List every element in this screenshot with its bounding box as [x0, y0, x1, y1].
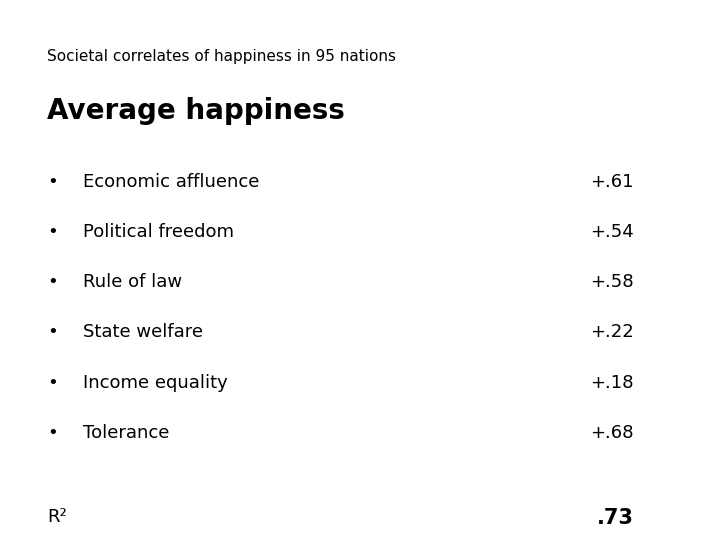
Text: •: •	[47, 273, 58, 291]
Text: Average happiness: Average happiness	[47, 97, 345, 125]
Text: +.58: +.58	[590, 273, 634, 291]
Text: Political freedom: Political freedom	[83, 223, 234, 241]
Text: State welfare: State welfare	[83, 323, 203, 341]
Text: R²: R²	[47, 508, 66, 525]
Text: +.61: +.61	[590, 173, 634, 191]
Text: •: •	[47, 323, 58, 341]
Text: .73: .73	[597, 508, 634, 528]
Text: •: •	[47, 173, 58, 191]
Text: •: •	[47, 223, 58, 241]
Text: +.18: +.18	[590, 374, 634, 391]
Text: Tolerance: Tolerance	[83, 424, 169, 442]
Text: Rule of law: Rule of law	[83, 273, 182, 291]
Text: Income equality: Income equality	[83, 374, 228, 391]
Text: •: •	[47, 374, 58, 391]
Text: Economic affluence: Economic affluence	[83, 173, 259, 191]
Text: •: •	[47, 424, 58, 442]
Text: +.54: +.54	[590, 223, 634, 241]
Text: Societal correlates of happiness in 95 nations: Societal correlates of happiness in 95 n…	[47, 49, 396, 64]
Text: +.22: +.22	[590, 323, 634, 341]
Text: +.68: +.68	[590, 424, 634, 442]
